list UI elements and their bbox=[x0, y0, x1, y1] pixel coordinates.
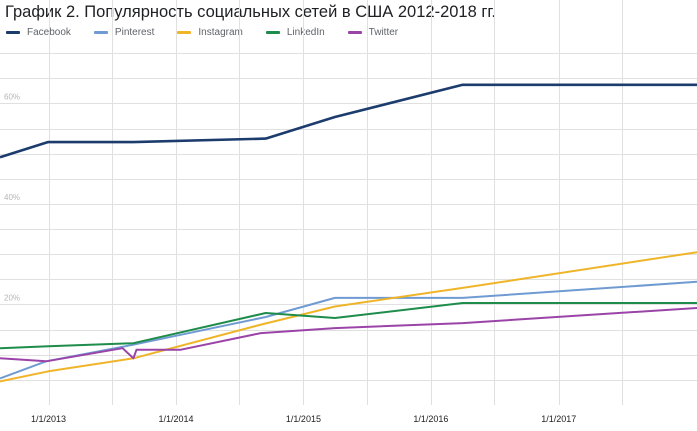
legend-swatch bbox=[347, 31, 362, 34]
x-tick-label: 1/1/2015 bbox=[286, 414, 321, 424]
x-tick-label: 1/1/2014 bbox=[158, 414, 193, 424]
legend-swatch bbox=[6, 31, 20, 34]
legend-swatch bbox=[93, 31, 108, 34]
y-tick-label: 20% bbox=[4, 293, 20, 302]
legend-label: Pinterest bbox=[114, 27, 155, 38]
series-line-facebook bbox=[0, 83, 697, 159]
x-tick-label: 1/1/2016 bbox=[413, 414, 448, 424]
legend-item-pinterest: Pinterest bbox=[93, 27, 155, 38]
y-tick-label: 40% bbox=[4, 193, 20, 202]
legend-label: Twitter bbox=[368, 27, 399, 38]
chart-legend: Facebook Pinterest Instagram LinkedIn Twitte… bbox=[6, 27, 421, 38]
legend-item-facebook: Facebook bbox=[6, 27, 71, 38]
legend-item-twitter: Twitter bbox=[347, 27, 399, 38]
legend-label: Instagram bbox=[198, 27, 243, 38]
x-tick-label: 1/1/2013 bbox=[31, 414, 66, 424]
chart-title: График 2. Популярность социальных сетей … bbox=[5, 3, 496, 21]
series-line-linkedin bbox=[0, 302, 697, 350]
y-tick-label: 60% bbox=[4, 92, 20, 101]
series-line-twitter bbox=[0, 307, 697, 363]
x-tick-label: 1/1/2017 bbox=[541, 414, 576, 424]
legend-label: LinkedIn bbox=[286, 27, 325, 38]
legend-swatch bbox=[265, 31, 280, 34]
series-line-instagram bbox=[0, 251, 697, 383]
legend-item-linkedin: LinkedIn bbox=[265, 27, 325, 38]
legend-swatch bbox=[177, 31, 192, 34]
legend-item-instagram: Instagram bbox=[177, 27, 243, 38]
legend-label: Facebook bbox=[27, 27, 71, 38]
